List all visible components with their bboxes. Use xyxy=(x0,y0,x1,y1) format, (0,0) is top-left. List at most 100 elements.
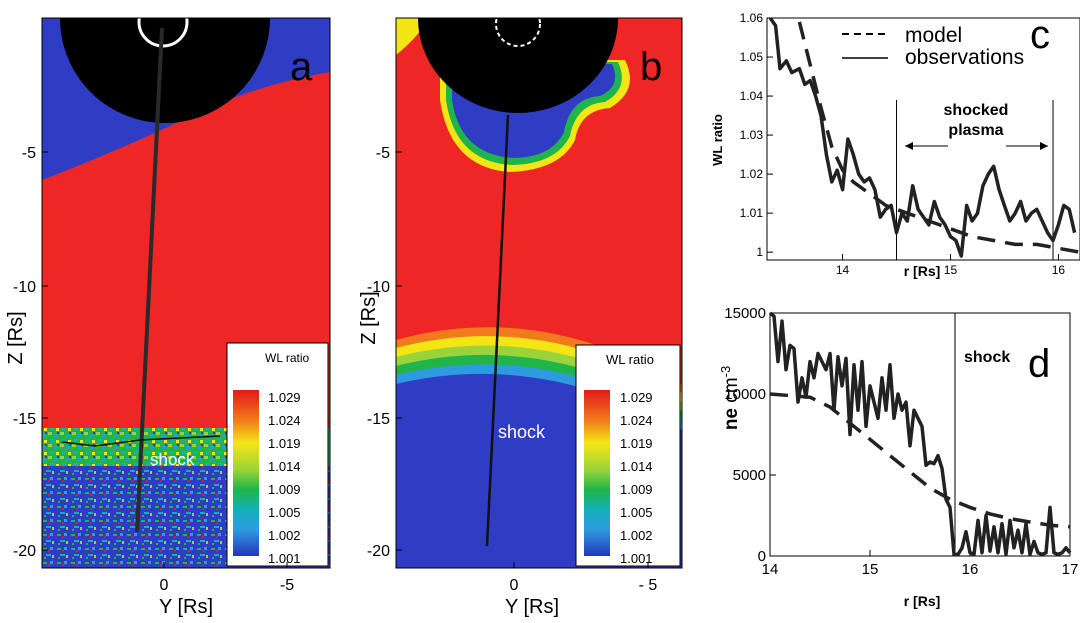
y-tick-label: 10000 xyxy=(724,386,766,403)
panel-d-ylabel: ne cm-3 xyxy=(718,366,743,430)
y-tick-label: 0 xyxy=(758,548,766,565)
legend-value: 1.019 xyxy=(620,436,653,451)
panel-b-colorbar xyxy=(584,390,610,556)
panel-a-legend-title: WL ratio xyxy=(265,351,310,365)
legend-label-model: model xyxy=(905,24,962,47)
annotation-shocked: shocked xyxy=(944,102,1009,119)
panel-b-ylabel: Z [Rs] xyxy=(358,291,380,344)
panel-a-trace-line xyxy=(135,27,164,533)
panel-c: 14 15 16 1 1.01 1.02 1.03 1.04 1.05 1.06 c modelobs… xyxy=(710,11,1080,279)
x-tick-label: -5 xyxy=(280,577,294,594)
panel-a-legend: WL ratio 1.0291.0241.0191.0141.0091.0051… xyxy=(226,342,329,567)
y-tick-label: -5 xyxy=(376,145,390,162)
panel-a-shock-curve xyxy=(61,435,221,447)
series-line-model xyxy=(769,392,1071,529)
x-tick-label: 0 xyxy=(160,577,169,594)
x-tick-label: 14 xyxy=(762,561,779,578)
panel-a-xlabel: Y [Rs] xyxy=(159,596,213,618)
series-line-observations xyxy=(768,17,1077,258)
panel-c-xlabel: r [Rs] xyxy=(904,263,941,279)
panel-b-occulter xyxy=(418,18,618,113)
panel-b-legend: WL ratio 1.0291.0241.0191.0141.0091.0051… xyxy=(575,344,681,567)
y-tick-label: -20 xyxy=(13,543,36,560)
panel-d-ylabel-quantity: ne xyxy=(721,403,742,430)
y-tick-label: 1 xyxy=(756,245,763,259)
panel-a-ylabel: Z [Rs] xyxy=(5,311,27,364)
y-tick-label: 1.02 xyxy=(740,167,764,181)
panel-a: a shock WL ratio 1.0291.0241.0191.0141.0… xyxy=(5,17,331,618)
y-tick-label: 1.01 xyxy=(740,206,764,220)
arrow-left-icon xyxy=(905,142,913,150)
x-tick-label: 14 xyxy=(836,263,850,277)
y-tick-label: 1.03 xyxy=(740,128,764,142)
y-tick-label: 15000 xyxy=(724,305,766,322)
panel-b-frame xyxy=(395,17,683,569)
x-tick-label: 0 xyxy=(510,577,519,594)
y-tick-label: -10 xyxy=(367,279,390,296)
panel-d: 14 15 16 17 0 5000 10000 15000 d shock r [Rs] ne cm… xyxy=(718,305,1079,609)
panel-d-ylabel-exponent: -3 xyxy=(718,366,733,378)
y-tick-label: -20 xyxy=(367,543,390,560)
annotation-shock: shock xyxy=(964,349,1010,366)
panel-b-legend-values: 1.029 1.024 1.019 1.014 1.009 1.005 1.002 1.001 xyxy=(620,390,653,566)
legend-value: 1.002 xyxy=(620,528,653,543)
legend-value: 1.001 xyxy=(620,551,653,566)
arrow-right-icon xyxy=(1040,142,1048,150)
x-tick-label: 16 xyxy=(1052,263,1066,277)
x-tick-label: 15 xyxy=(944,263,958,277)
panel-d-letter: d xyxy=(1028,342,1050,386)
panel-a-frame xyxy=(41,17,331,569)
panel-a-legend-values: 1.029 1.024 1.019 1.014 1.009 1.005 1.002 1.001 xyxy=(268,390,301,566)
series-line-model xyxy=(797,21,1080,254)
legend-value: 1.009 xyxy=(620,482,653,497)
panel-b-trace-line xyxy=(485,114,510,547)
panel-d-ylabel-unit: cm xyxy=(721,377,742,402)
panel-b-legend-title: WL ratio xyxy=(606,352,654,367)
panel-b-shock-label: shock xyxy=(498,422,546,442)
annotation-plasma: plasma xyxy=(948,122,1003,139)
panel-c-ylabel: WL ratio xyxy=(710,114,725,166)
panel-c-letter: c xyxy=(1030,13,1050,57)
y-tick-label: -15 xyxy=(367,411,390,428)
legend-label-observations: observations xyxy=(905,46,1024,69)
panel-a-letter: a xyxy=(290,45,313,89)
occulter-disk-icon xyxy=(495,18,541,47)
y-tick-label: 1.04 xyxy=(740,89,764,103)
legend-value: 1.024 xyxy=(620,413,653,428)
y-tick-label: 1.05 xyxy=(740,50,764,64)
panel-a-map xyxy=(42,18,330,568)
panel-b-xlabel: Y [Rs] xyxy=(505,596,559,618)
y-tick-label: -15 xyxy=(13,411,36,428)
y-tick-label: 1.06 xyxy=(740,11,764,25)
panel-b-letter: b xyxy=(640,45,662,89)
x-tick-label: 15 xyxy=(862,561,879,578)
y-tick-label: -5 xyxy=(22,145,36,162)
panel-a-colorbar xyxy=(233,390,259,556)
y-tick-label: 5000 xyxy=(733,467,766,484)
y-tick-label: -10 xyxy=(13,279,36,296)
x-tick-label: - 5 xyxy=(639,577,658,594)
legend-value: 1.014 xyxy=(268,459,301,474)
plot-frame xyxy=(766,17,1080,261)
panel-b: b shock WL ratio 1.0291.0241.0191.0141.0… xyxy=(358,17,683,618)
legend-value: 1.009 xyxy=(268,482,301,497)
panel-a-occulter xyxy=(60,18,270,123)
x-tick-label: 17 xyxy=(1062,561,1079,578)
x-tick-label: 16 xyxy=(962,561,979,578)
legend-value: 1.014 xyxy=(620,459,653,474)
series-line-observations xyxy=(768,311,1072,557)
panel-d-xlabel: r [Rs] xyxy=(904,593,941,609)
legend-value: 1.029 xyxy=(620,390,653,405)
legend-value: 1.019 xyxy=(268,436,301,451)
legend-value: 1.005 xyxy=(268,505,301,520)
panel-a-red-region xyxy=(42,72,330,430)
panel-b-axes: -5 -10 -15 -20 0 - 5 xyxy=(367,145,658,594)
legend-value: 1.005 xyxy=(620,505,653,520)
panel-a-shock-label: shock xyxy=(150,450,195,469)
plot-frame xyxy=(769,312,1071,557)
legend-value: 1.001 xyxy=(268,551,301,566)
legend-value: 1.024 xyxy=(268,413,301,428)
legend-value: 1.002 xyxy=(268,528,301,543)
legend-value: 1.029 xyxy=(268,390,301,405)
